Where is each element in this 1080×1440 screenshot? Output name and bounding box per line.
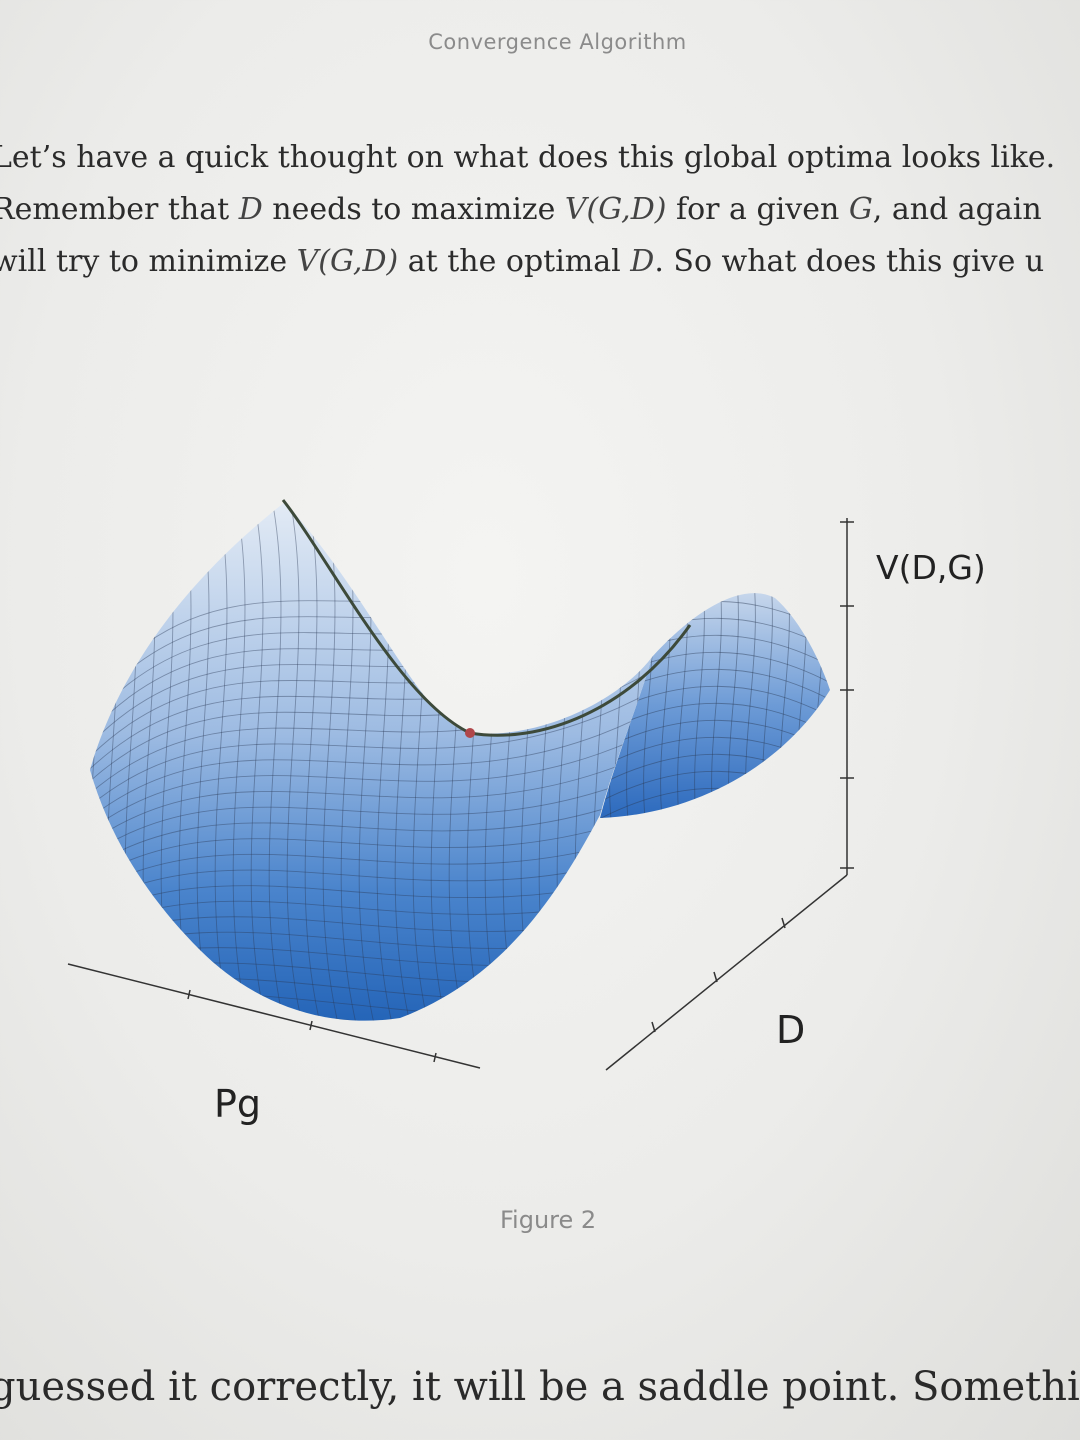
running-head: Convergence Algorithm: [428, 30, 687, 54]
saddle-front-sheet: [90, 502, 652, 1021]
x-axis-label: Pg: [214, 1082, 262, 1126]
paragraph-line-1: Let’s have a quick thought on what does …: [0, 140, 1056, 175]
paragraph-line-2: Remember that D needs to maximize V(G,D)…: [0, 192, 1042, 227]
z-axis: [840, 518, 854, 875]
bottom-paragraph-line: guessed it correctly, it will be a saddl…: [0, 1364, 1080, 1410]
saddle-point-marker: [465, 728, 475, 738]
z-axis-label: V(D,G): [876, 548, 986, 587]
figure-caption: Figure 2: [500, 1206, 597, 1234]
depth-axis-label: D: [776, 1008, 806, 1052]
paragraph-line-3: will try to minimize V(G,D) at the optim…: [0, 244, 1045, 279]
x-axis: [67, 963, 481, 1069]
body-paragraph: Let’s have a quick thought on what does …: [0, 132, 1080, 288]
depth-axis: [605, 874, 848, 1071]
